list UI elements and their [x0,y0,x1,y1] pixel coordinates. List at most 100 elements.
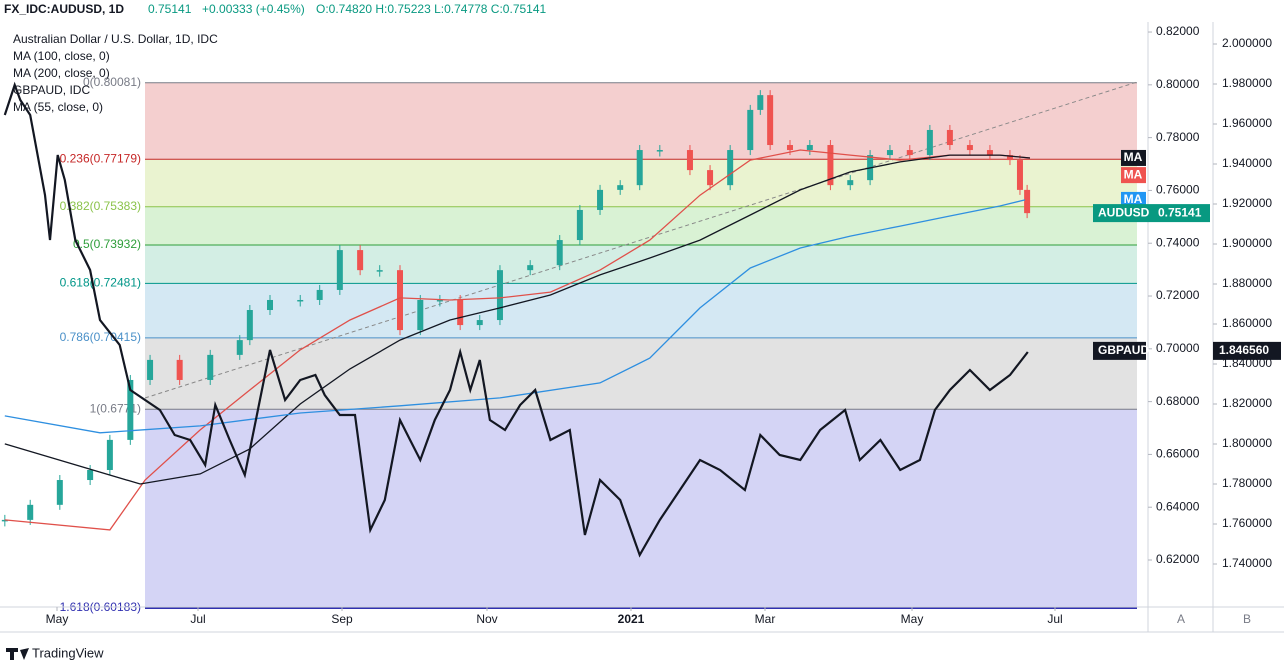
candle [1006,155,1013,161]
price-badge [1093,341,1146,360]
candle [297,299,304,302]
candle [747,109,754,151]
candle [767,95,774,146]
legend-item: MA (200, close, 0) [13,66,110,80]
badge-price: 1.846560 [1219,343,1269,357]
scale-a[interactable]: A [1177,612,1185,626]
price-badge [1213,341,1281,360]
fib-zone [145,206,1137,246]
candle [617,185,624,190]
candle [946,129,953,146]
x-tick-label: 2021 [618,612,645,626]
fib-label: 0.382(0.75383) [60,199,141,213]
candle [176,359,183,380]
fib-label: 0(0.80081) [83,75,141,89]
candle [106,439,113,470]
fib-zone [145,409,1137,608]
candle [636,150,643,186]
candle [476,320,483,326]
y2-tick-label: 1.900000 [1222,236,1272,250]
y2-tick-label: 1.740000 [1222,556,1272,570]
candle [1024,189,1031,214]
y2-tick-label: 1.860000 [1222,316,1272,330]
y-tick-label: 0.64000 [1156,499,1200,513]
badge-label: GBPAUD [1098,343,1149,357]
ma-line [4,154,1031,485]
candle [56,480,63,505]
candle [926,129,933,156]
y-tick-label: 0.68000 [1156,394,1200,408]
legend-item: MA (55, close, 0) [13,100,103,114]
y-tick-label: 0.82000 [1156,24,1200,38]
y-tick-label: 0.72000 [1156,288,1200,302]
badge-label: MA [1124,192,1143,206]
fib-zone [145,245,1137,284]
x-tick-label: May [901,612,924,626]
candle [986,150,993,156]
candle [597,189,604,210]
trend-line [144,81,1138,399]
y-tick-label: 0.74000 [1156,235,1200,249]
badge-label: MA [1124,167,1143,181]
ma-line [4,199,1026,434]
candle [906,150,913,156]
brand[interactable]: TradingView [32,645,104,660]
candle [457,299,464,326]
x-tick-label: Mar [755,612,776,626]
candle [316,289,323,300]
scale-b[interactable]: B [1243,612,1251,626]
fib-zone [145,337,1137,410]
last-price: 0.75141 [148,2,192,16]
candle [376,270,383,272]
fib-zone [145,283,1137,338]
candle [527,265,534,271]
ma-badge [1121,167,1146,184]
ma-line [4,149,1031,531]
candle [267,299,273,311]
ohlc: O:0.74820 H:0.75223 L:0.74778 C:0.75141 [316,2,547,16]
y-tick-label: 0.62000 [1156,552,1200,566]
ma-badge [1121,149,1146,166]
y2-tick-label: 1.940000 [1222,156,1272,170]
legend-item: Australian Dollar / U.S. Dollar, 1D, IDC [13,32,218,46]
badge-price: 0.75141 [1158,205,1202,219]
badge-label: MA [1124,150,1143,164]
candle [576,209,583,241]
candle [436,299,443,302]
y2-tick-label: 1.920000 [1222,196,1272,210]
candle [707,170,714,186]
candle [556,240,563,266]
candle [417,299,424,331]
y-tick-label: 0.78000 [1156,130,1200,144]
candle [147,359,154,380]
y-tick-label: 0.80000 [1156,77,1200,91]
y-tick-label: 0.70000 [1156,341,1200,355]
fib-label: 0.618(0.72481) [60,275,141,289]
candle [786,145,793,151]
y2-tick-label: 1.960000 [1222,116,1272,130]
candle [397,270,403,331]
fib-label: 0.236(0.77179) [60,151,141,165]
x-tick-label: Jul [190,612,205,626]
legend-item: MA (100, close, 0) [13,49,110,63]
candle [827,145,834,186]
y2-tick-label: 1.980000 [1222,76,1272,90]
candle [1,519,8,522]
candle [686,150,693,171]
fib-label: 0.5(0.73932) [73,237,141,251]
candle [357,250,364,271]
symbol: FX_IDC:AUDUSD, 1D [4,2,124,16]
logo [6,648,29,660]
candle [127,379,134,440]
y2-tick-label: 1.880000 [1222,276,1272,290]
candle [207,354,214,380]
y2-tick-label: 1.800000 [1222,436,1272,450]
ma-line [3,81,1029,558]
ma-badge [1121,191,1146,208]
y2-tick-label: 1.820000 [1222,396,1272,410]
candle [847,180,854,186]
candle [757,95,764,110]
x-tick-label: May [46,612,69,626]
y2-tick-label: 1.760000 [1222,516,1272,530]
